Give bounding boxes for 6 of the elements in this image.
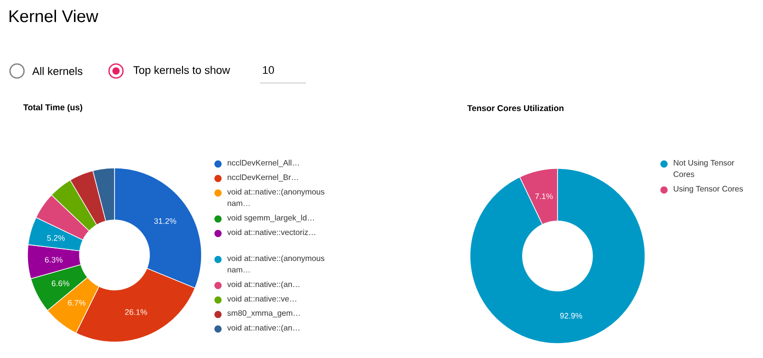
text: All kernels [32,66,82,76]
text: 10 [263,66,274,74]
text: Top kernels to show [133,66,230,76]
text: Kernel View [10,10,98,22]
chart-title: Tensor Cores Utilization [467,104,564,112]
chart-title: Total Time (us) [23,104,82,112]
